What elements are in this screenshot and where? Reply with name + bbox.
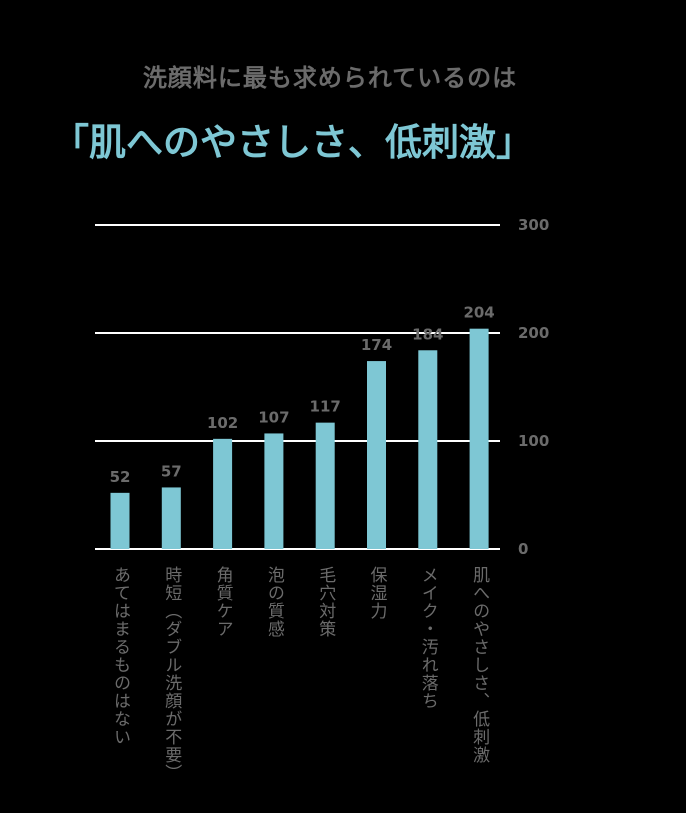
category-label: 角質ケア <box>213 566 234 638</box>
category-label: 毛穴対策 <box>315 566 336 638</box>
category-label: 泡の質感 <box>264 566 285 638</box>
bar-value-label: 184 <box>412 325 443 343</box>
bar-value-label: 204 <box>463 304 494 322</box>
chart-title: 洗顔料に最も求められているのは <box>142 64 518 92</box>
y-tick-label: 0 <box>518 540 528 558</box>
bar-value-label: 174 <box>361 336 392 354</box>
y-tick-label: 300 <box>518 216 549 234</box>
category-label: メイク・汚れ落ち <box>418 566 439 710</box>
bar-value-label: 107 <box>258 408 289 426</box>
bar <box>367 361 386 549</box>
bar <box>469 328 489 549</box>
chart-headline: 「肌へのやさしさ、低刺激」 <box>52 121 533 164</box>
bar-value-label: 117 <box>310 398 341 416</box>
bar <box>418 350 438 549</box>
bar-value-label: 102 <box>207 414 238 432</box>
bar <box>110 492 130 549</box>
category-label: 肌へのやさしさ、低刺激 <box>469 566 490 764</box>
bar-value-label: 52 <box>110 468 131 486</box>
y-tick-label: 100 <box>518 432 549 450</box>
category-label: 時短（ダブル洗顔が不要） <box>161 566 182 782</box>
bar <box>315 422 335 549</box>
y-tick-label: 200 <box>518 324 549 342</box>
bar <box>264 433 284 549</box>
bar <box>161 487 181 549</box>
bar <box>213 438 233 549</box>
bar-value-label: 57 <box>161 462 182 480</box>
category-label: 保湿力 <box>367 566 388 620</box>
category-label: あてはまるものはない <box>110 566 130 746</box>
